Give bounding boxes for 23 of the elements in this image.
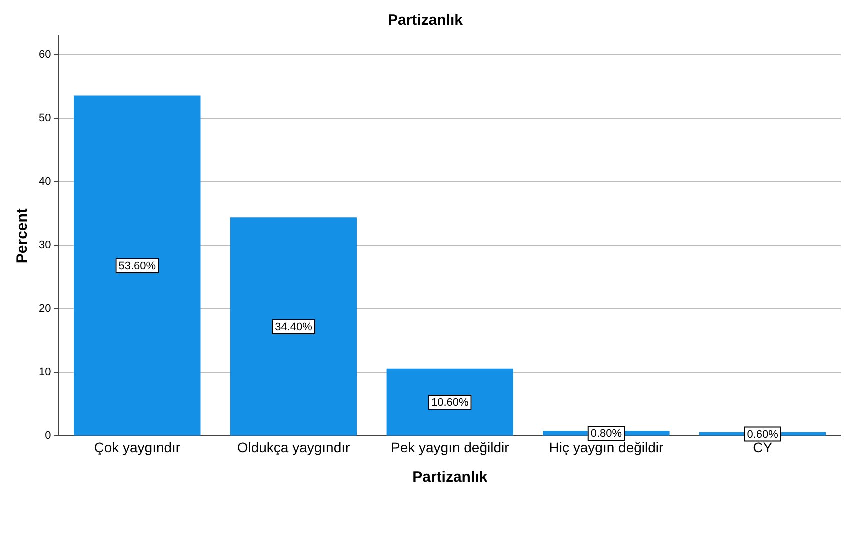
x-tick-label: CY [753, 439, 774, 456]
bar [74, 96, 201, 436]
data-label: 53.60% [118, 260, 156, 272]
chart-title: Partizanlık [388, 12, 464, 30]
data-label: 10.60% [431, 397, 469, 410]
y-tick-label: 60 [38, 49, 52, 62]
x-tick-label: Hiç yaygın değildir [549, 439, 664, 456]
y-tick-label: 10 [38, 366, 52, 379]
x-axis-title: Partizanlık [412, 469, 488, 486]
x-tick-label: Çok yaygındır [94, 439, 181, 456]
y-tick-label: 20 [38, 303, 52, 316]
y-tick-label: 50 [38, 112, 52, 125]
x-tick-label: Pek yaygın değildir [390, 439, 510, 456]
y-axis-title: Percent [14, 208, 32, 264]
x-tick-label: Oldukça yaygındır [237, 439, 351, 456]
y-tick-label: 0 [45, 430, 52, 442]
bar [230, 218, 358, 436]
y-tick-label: 30 [38, 240, 52, 252]
data-label: 0.60% [747, 428, 779, 441]
data-label: 0.80% [590, 428, 622, 440]
y-tick-label: 40 [38, 176, 52, 188]
data-label: 34.40% [275, 321, 313, 334]
bar [386, 368, 514, 436]
